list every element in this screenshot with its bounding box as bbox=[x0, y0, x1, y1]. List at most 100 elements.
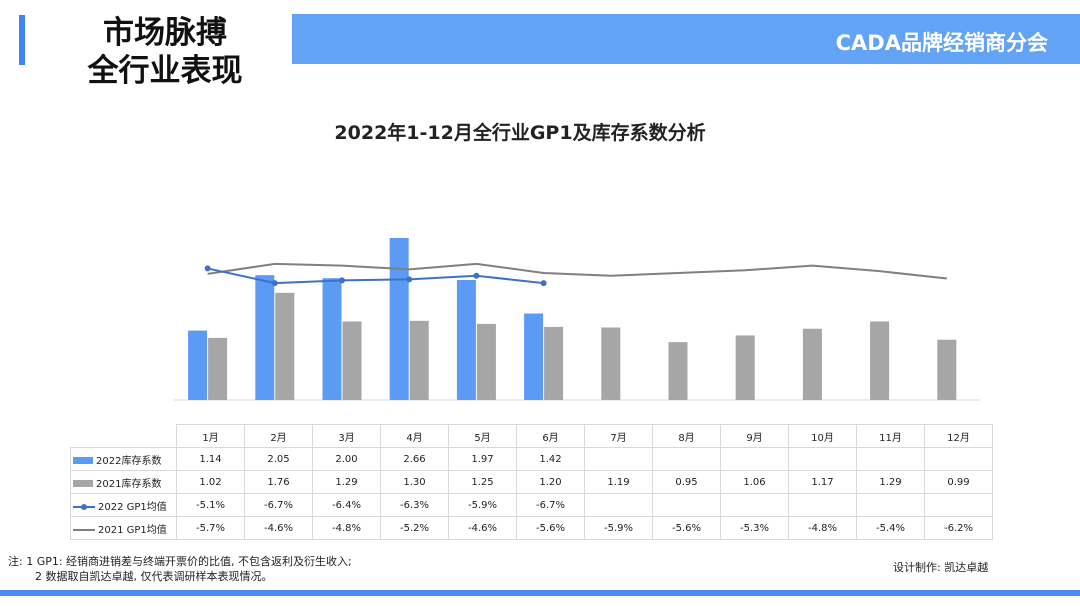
month-header: 7月 bbox=[584, 424, 653, 448]
table-value: -5.6% bbox=[652, 516, 721, 540]
table-value bbox=[788, 493, 857, 517]
table-value bbox=[924, 493, 993, 517]
table-value bbox=[856, 493, 925, 517]
legend-swatch-bar bbox=[73, 457, 93, 464]
table-value: -6.3% bbox=[380, 493, 449, 517]
footnote-line2: 2 数据取自凯达卓越, 仅代表调研样本表现情况。 bbox=[35, 570, 273, 583]
series-label: 2022库存系数 bbox=[70, 447, 177, 471]
bar-2021-1 bbox=[208, 337, 228, 400]
bar-2021-2 bbox=[275, 292, 295, 400]
series-name: 2021 GP1均值 bbox=[98, 524, 167, 536]
series-label: 2021库存系数 bbox=[70, 470, 177, 494]
series-name: 2022库存系数 bbox=[96, 455, 162, 467]
bar-2022-1 bbox=[188, 330, 208, 400]
table-value: -5.2% bbox=[380, 516, 449, 540]
month-header: 8月 bbox=[652, 424, 721, 448]
bar-2021-5 bbox=[476, 323, 496, 400]
bar-2022-6 bbox=[524, 313, 544, 400]
table-value: -5.1% bbox=[176, 493, 245, 517]
table-value: -6.2% bbox=[924, 516, 993, 540]
table-value: -6.7% bbox=[516, 493, 585, 517]
table-value: -6.7% bbox=[244, 493, 313, 517]
table-value: -5.4% bbox=[856, 516, 925, 540]
header-band: CADA品牌经销商分会 bbox=[292, 14, 1080, 64]
table-value: 0.99 bbox=[924, 470, 993, 494]
bar-2021-7 bbox=[601, 327, 621, 400]
bar-2021-10 bbox=[802, 328, 822, 400]
table-value: 1.17 bbox=[788, 470, 857, 494]
organization-name: CADA品牌经销商分会 bbox=[835, 31, 1048, 55]
month-header: 4月 bbox=[380, 424, 449, 448]
series-label: 2022 GP1均值 bbox=[70, 493, 177, 517]
point-2022-gp1-3 bbox=[339, 277, 345, 284]
bar-2021-8 bbox=[668, 342, 688, 400]
point-2022-gp1-6 bbox=[540, 280, 547, 287]
table-value: 2.05 bbox=[244, 447, 313, 471]
accent-bar bbox=[19, 15, 25, 65]
table-value: 2.00 bbox=[312, 447, 381, 471]
table-value bbox=[652, 493, 721, 517]
table-corner bbox=[71, 425, 177, 448]
table-value bbox=[856, 447, 925, 471]
table-value bbox=[720, 447, 789, 471]
legend-marker bbox=[81, 503, 87, 510]
table-value: 1.29 bbox=[312, 470, 381, 494]
data-table: 1月 2月 3月 4月 5月 6月 7月 8月 9月 10月 11月 12月 2022库存系数 1.14 2… bbox=[70, 424, 993, 540]
bar-2022-3 bbox=[322, 278, 342, 400]
bar-2021-4 bbox=[409, 320, 429, 400]
month-header: 10月 bbox=[788, 424, 857, 448]
table-value: -4.6% bbox=[448, 516, 517, 540]
table-value: 2.66 bbox=[380, 447, 449, 471]
bar-2022-2 bbox=[255, 275, 275, 400]
table-value bbox=[720, 493, 789, 517]
month-header: 5月 bbox=[448, 424, 517, 448]
month-header: 3月 bbox=[312, 424, 381, 448]
month-header: 11月 bbox=[856, 424, 925, 448]
footnote-line1: 注: 1 GP1: 经销商进销差与终端开票价的比值, 不包含返利及衍生收入; bbox=[8, 555, 352, 568]
table-value: 1.76 bbox=[244, 470, 313, 494]
table-value bbox=[924, 447, 993, 471]
month-header: 6月 bbox=[516, 424, 585, 448]
month-header: 9月 bbox=[720, 424, 789, 448]
table-value bbox=[584, 493, 653, 517]
month-header: 1月 bbox=[176, 424, 245, 448]
table-value: -5.6% bbox=[516, 516, 585, 540]
bar-2021-6 bbox=[544, 326, 564, 400]
table-value bbox=[652, 447, 721, 471]
bar-2021-12 bbox=[937, 339, 957, 400]
design-credit: 设计制作: 凯达卓越 bbox=[893, 561, 989, 574]
table-value: -4.8% bbox=[312, 516, 381, 540]
month-header: 12月 bbox=[924, 424, 993, 448]
combo-chart bbox=[174, 238, 981, 401]
table-value: -5.7% bbox=[176, 516, 245, 540]
bottom-bar bbox=[0, 590, 1080, 596]
page-title: 市场脉搏 全行业表现 bbox=[40, 14, 290, 90]
table-value: 1.14 bbox=[176, 447, 245, 471]
line-2021-gp1 bbox=[207, 262, 947, 280]
footnote: 注: 1 GP1: 经销商进销差与终端开票价的比值, 不包含返利及衍生收入; 2… bbox=[8, 554, 352, 584]
page-title-line2: 全行业表现 bbox=[87, 53, 243, 89]
table-value: -4.6% bbox=[244, 516, 313, 540]
series-label: 2021 GP1均值 bbox=[70, 516, 177, 540]
table-value: 1.20 bbox=[516, 470, 585, 494]
table-value: -5.9% bbox=[584, 516, 653, 540]
bar-2021-9 bbox=[735, 335, 755, 400]
bar-2022-4 bbox=[389, 238, 409, 400]
table-value: 1.97 bbox=[448, 447, 517, 471]
legend-swatch-bar bbox=[73, 480, 93, 487]
legend-swatch-line bbox=[73, 528, 95, 531]
bar-2021-3 bbox=[342, 321, 362, 400]
table-value: 1.29 bbox=[856, 470, 925, 494]
table-value: 0.95 bbox=[652, 470, 721, 494]
table-value: 1.42 bbox=[516, 447, 585, 471]
table-value: -4.8% bbox=[788, 516, 857, 540]
legend-swatch-line bbox=[73, 503, 95, 510]
table-value: 1.06 bbox=[720, 470, 789, 494]
table-value: 1.19 bbox=[584, 470, 653, 494]
bar-2021-11 bbox=[870, 321, 890, 400]
table-value: -5.9% bbox=[448, 493, 517, 517]
line-2022-gp1 bbox=[207, 267, 544, 285]
table-value: -6.4% bbox=[312, 493, 381, 517]
table-value: 1.30 bbox=[380, 470, 449, 494]
series-name: 2021库存系数 bbox=[96, 478, 162, 490]
